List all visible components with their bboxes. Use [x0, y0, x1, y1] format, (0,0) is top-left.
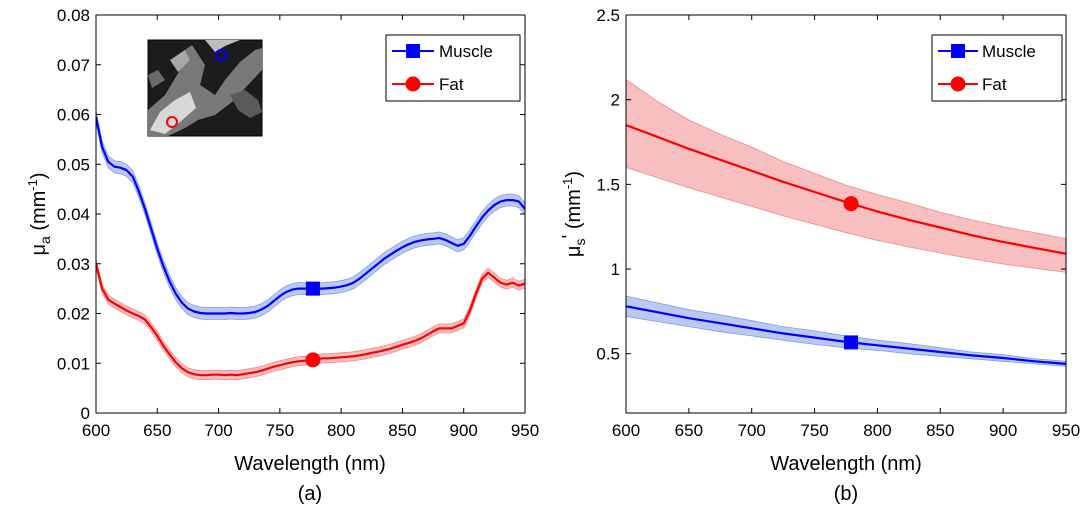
b-y-ticks: 0.5 1 1.5 2 2.5 — [596, 6, 1066, 364]
svg-text:μa (mm-1): μa (mm-1) — [25, 172, 53, 255]
b-x-tick-label: 850 — [926, 421, 954, 440]
a-fat-error-band — [96, 259, 525, 381]
panel-a-absorption-chart: 600 650 700 750 800 850 900 950 0 0.01 0.02 0.03 0.… — [25, 6, 539, 505]
a-x-tick-label: 800 — [327, 421, 355, 440]
a-x-tick-label: 850 — [388, 421, 416, 440]
b-muscle-error-band — [626, 295, 1066, 367]
a-muscle-marker — [305, 281, 320, 296]
a-y-tick-label: 0 — [81, 404, 90, 423]
a-legend-muscle-marker — [406, 44, 420, 58]
b-fat-marker — [843, 196, 859, 212]
b-x-tick-label: 650 — [675, 421, 703, 440]
a-inset-tissue-image — [147, 39, 263, 137]
a-x-tick-label: 950 — [511, 421, 539, 440]
b-x-axis-label: Wavelength (nm) — [770, 453, 922, 475]
a-x-tick-label: 600 — [82, 421, 110, 440]
b-fat-error-band — [626, 78, 1066, 273]
a-y-tick-label: 0.06 — [57, 106, 90, 125]
a-y-tick-label: 0.05 — [57, 155, 90, 174]
b-x-tick-label: 700 — [738, 421, 766, 440]
b-x-tick-label: 600 — [612, 421, 640, 440]
b-legend-fat-label: Fat — [982, 75, 1007, 94]
svg-text:μs' (mm-1): μs' (mm-1) — [559, 171, 588, 257]
a-x-ticks: 600 650 700 750 800 850 900 950 — [82, 15, 539, 440]
a-y-tick-label: 0.08 — [57, 6, 90, 25]
b-legend-muscle-label: Muscle — [982, 42, 1036, 61]
b-x-tick-label: 800 — [863, 421, 891, 440]
b-legend-muscle-marker — [951, 44, 965, 58]
a-legend-muscle-label: Muscle — [439, 42, 493, 61]
a-x-tick-label: 900 — [450, 421, 478, 440]
b-muscle-marker — [844, 335, 859, 350]
a-x-tick-label: 700 — [204, 421, 232, 440]
b-legend-fat-marker — [950, 76, 966, 92]
a-y-tick-label: 0.04 — [57, 205, 90, 224]
a-legend: Muscle Fat — [385, 34, 521, 102]
a-y-tick-label: 0.03 — [57, 255, 90, 274]
a-x-axis-label: Wavelength (nm) — [234, 453, 386, 475]
b-x-tick-label: 900 — [989, 421, 1017, 440]
b-error-bands — [626, 78, 1066, 367]
a-inset-muscle-circle — [215, 49, 227, 61]
b-y-axis-label: μs' (mm-1) — [559, 171, 588, 257]
a-y-tick-label: 0.01 — [57, 354, 90, 373]
b-panel-label: (b) — [834, 483, 858, 505]
a-panel-label: (a) — [298, 483, 322, 505]
b-series-markers — [843, 196, 859, 350]
b-y-tick-label: 0.5 — [596, 345, 620, 364]
b-x-tick-label: 750 — [800, 421, 828, 440]
a-error-bands — [96, 110, 525, 381]
a-y-tick-label: 0.02 — [57, 305, 90, 324]
b-plot-frame — [625, 14, 1067, 414]
panel-b-scattering-chart: 600 650 700 750 800 850 900 950 0.5 1 1.5 2 2.5 Mus… — [559, 6, 1080, 505]
b-x-ticks: 600 650 700 750 800 850 900 950 — [612, 15, 1080, 440]
a-y-tick-label: 0.07 — [57, 56, 90, 75]
a-y-ticks: 0 0.01 0.02 0.03 0.04 0.05 0.06 0.07 0.08 — [57, 6, 525, 423]
a-fat-marker — [305, 352, 321, 368]
a-muscle-error-band — [96, 110, 525, 320]
a-legend-fat-label: Fat — [439, 75, 464, 94]
b-y-tick-label: 1 — [611, 260, 620, 279]
a-x-tick-label: 650 — [143, 421, 171, 440]
b-y-tick-label: 2.5 — [596, 6, 620, 25]
b-y-tick-label: 1.5 — [596, 175, 620, 194]
a-series-markers — [305, 281, 321, 368]
b-x-tick-label: 950 — [1052, 421, 1080, 440]
a-y-axis-label: μa (mm-1) — [25, 172, 53, 255]
a-legend-fat-marker — [405, 76, 421, 92]
b-legend: Muscle Fat — [931, 34, 1063, 102]
a-x-tick-label: 750 — [266, 421, 294, 440]
b-y-tick-label: 2 — [611, 91, 620, 110]
a-inset-fat-circle — [166, 116, 178, 128]
